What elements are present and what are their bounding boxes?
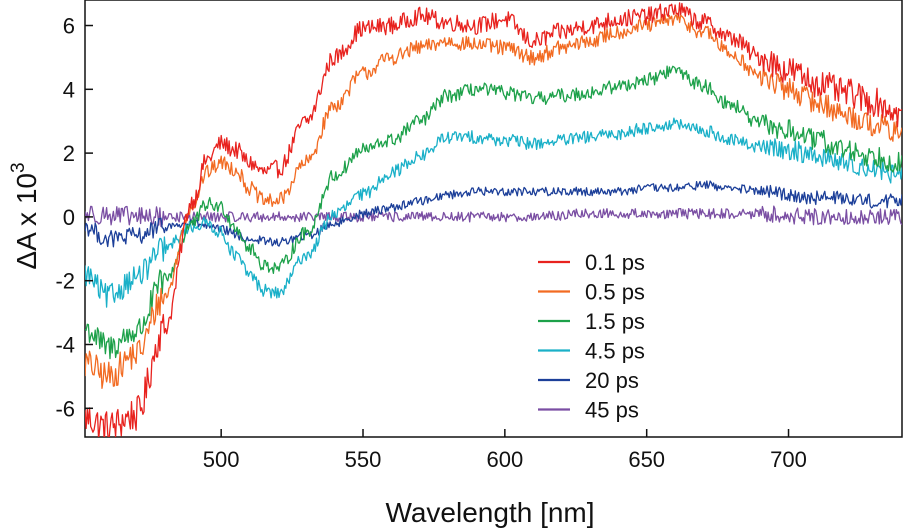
series-line-20-ps (85, 180, 902, 248)
x-axis-ticks: 500 550 600 650 700 (203, 429, 807, 472)
series-line-1-5-ps (85, 65, 902, 360)
series-line-45-ps (85, 205, 902, 228)
y-tick-label: -6 (55, 396, 75, 421)
x-tick-label: 500 (203, 447, 240, 472)
legend-label: 0.5 ps (585, 280, 645, 305)
series-line-4-5-ps (85, 117, 902, 308)
y-tick-label: -4 (55, 332, 75, 357)
series-line-0-5-ps (85, 12, 902, 389)
legend-label: 4.5 ps (585, 339, 645, 364)
y-tick-label: -2 (55, 269, 75, 294)
series-line-0-1-ps (85, 2, 902, 437)
y-axis-ticks: -6 -4 -2 0 2 4 6 (55, 14, 93, 421)
x-tick-label: 550 (345, 447, 382, 472)
y-axis-label-main: ΔA x 10 (11, 173, 42, 270)
y-tick-label: 4 (63, 77, 75, 102)
legend: 0.1 ps 0.5 ps 1.5 ps 4.5 ps 20 ps 45 ps (538, 250, 645, 423)
series-layer (85, 2, 902, 437)
y-tick-label: 2 (63, 141, 75, 166)
y-tick-label: 6 (63, 14, 75, 39)
x-tick-label: 650 (628, 447, 665, 472)
legend-label: 1.5 ps (585, 309, 645, 334)
plot-frame (84, 0, 903, 438)
legend-label: 20 ps (585, 368, 639, 393)
y-tick-label: 0 (63, 205, 75, 230)
legend-label: 45 ps (585, 398, 639, 423)
x-axis-label: Wavelength [nm] (385, 497, 594, 528)
x-tick-label: 700 (770, 447, 807, 472)
legend-label: 0.1 ps (585, 250, 645, 275)
y-axis-label: ΔA x 103 (8, 162, 42, 269)
x-tick-label: 600 (486, 447, 523, 472)
y-axis-label-exponent: 3 (8, 162, 29, 173)
